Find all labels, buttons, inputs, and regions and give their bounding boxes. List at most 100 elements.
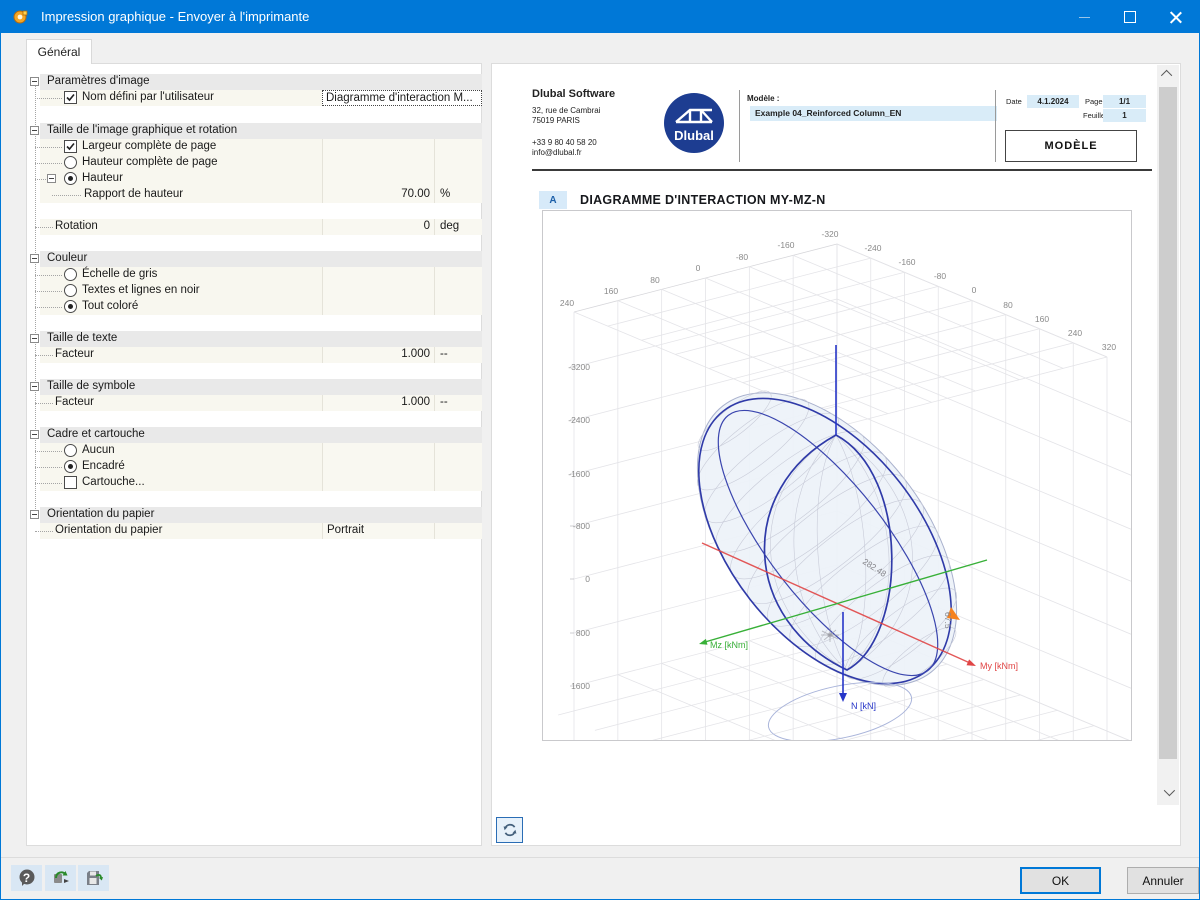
section-title: Paramètres d'image <box>47 75 150 87</box>
row-frame-none: Aucun <box>27 443 482 459</box>
section-title: Couleur <box>47 252 88 264</box>
row-user-defined-name: Nom défini par l'utilisateur Diagramme d… <box>27 90 482 106</box>
row-label: Largeur complète de page <box>82 140 217 152</box>
text-factor-value[interactable]: 1.000 <box>322 347 434 363</box>
logo-text: Dlubal <box>674 128 714 143</box>
app-icon <box>13 10 28 24</box>
row-label: Encadré <box>82 460 125 472</box>
row-label: Facteur <box>55 348 94 360</box>
model-label: Modèle : <box>747 94 780 103</box>
collapse-icon[interactable] <box>30 510 39 519</box>
row-black-lines: Textes et lignes en noir <box>27 283 482 299</box>
black-lines-radio[interactable] <box>64 284 77 297</box>
section-color[interactable]: Couleur <box>27 251 482 267</box>
check-icon <box>66 142 75 151</box>
scroll-up-button[interactable] <box>1157 65 1179 83</box>
titlebar[interactable]: Impression graphique - Envoyer à l'impri… <box>1 1 1199 33</box>
tab-general[interactable]: Général <box>26 39 92 64</box>
save-defaults-button[interactable] <box>78 865 109 891</box>
sheet-value: 1 <box>1103 109 1146 122</box>
header-divider2 <box>995 90 996 162</box>
section-image-params[interactable]: Paramètres d'image <box>27 74 482 90</box>
close-button[interactable] <box>1153 1 1199 33</box>
row-label: Tout coloré <box>82 300 139 312</box>
svg-text:-800: -800 <box>573 521 590 531</box>
svg-text:80: 80 <box>1003 300 1013 310</box>
section-text-size[interactable]: Taille de texte <box>27 331 482 347</box>
collapse-icon[interactable] <box>30 430 39 439</box>
height-radio[interactable] <box>64 172 77 185</box>
svg-text:67.5: 67.5 <box>943 612 953 629</box>
minimize-button[interactable] <box>1061 1 1107 33</box>
cancel-button[interactable]: Annuler <box>1127 867 1199 894</box>
rotation-unit: deg <box>434 219 482 235</box>
row-full-width: Largeur complète de page <box>27 139 482 155</box>
svg-text:1600: 1600 <box>571 681 590 691</box>
section-size-rotation[interactable]: Taille de l'image graphique et rotation <box>27 123 482 139</box>
svg-text:0: 0 <box>696 263 701 273</box>
symbol-factor-unit: -- <box>434 395 482 411</box>
svg-text:240: 240 <box>560 298 574 308</box>
svg-text:-80: -80 <box>736 252 749 262</box>
preview-scrollbar[interactable] <box>1157 65 1179 805</box>
titleblock-checkbox[interactable] <box>64 476 77 489</box>
collapse-icon[interactable] <box>30 77 39 86</box>
row-text-factor: Facteur 1.000 -- <box>27 347 482 363</box>
user-name-checkbox[interactable] <box>64 91 77 104</box>
section-symbol-size[interactable]: Taille de symbole <box>27 379 482 395</box>
row-all-colored: Tout coloré <box>27 299 482 315</box>
section-title: Taille de l'image graphique et rotation <box>47 124 238 136</box>
row-label: Textes et lignes en noir <box>82 284 200 296</box>
section-paper-orientation[interactable]: Orientation du papier <box>27 507 482 523</box>
rotation-value[interactable]: 0 <box>322 219 434 235</box>
framed-radio[interactable] <box>64 460 77 473</box>
scrollbar-thumb[interactable] <box>1159 87 1177 759</box>
row-label: Échelle de gris <box>82 268 158 280</box>
svg-text:-160: -160 <box>898 257 915 267</box>
maximize-button[interactable] <box>1107 1 1153 33</box>
svg-text:0: 0 <box>585 574 590 584</box>
svg-text:160: 160 <box>604 286 618 296</box>
symbol-factor-value[interactable]: 1.000 <box>322 395 434 411</box>
apply-settings-button[interactable] <box>45 865 76 891</box>
svg-text:-240: -240 <box>864 243 881 253</box>
date-value: 4.1.2024 <box>1027 95 1079 108</box>
height-ratio-value[interactable]: 70.00 <box>322 187 434 203</box>
header-rule <box>532 169 1152 171</box>
scroll-down-button[interactable] <box>1157 783 1179 801</box>
company-name: Dlubal Software <box>532 88 616 100</box>
svg-text:320: 320 <box>1102 342 1116 352</box>
header-divider <box>739 90 740 162</box>
diagram-title: DIAGRAMME D'INTERACTION MY-MZ-N <box>580 193 826 207</box>
collapse-icon[interactable] <box>30 334 39 343</box>
date-label: Date <box>1006 97 1022 106</box>
image-name-field[interactable]: Diagramme d'interaction M... <box>322 90 482 106</box>
chevron-down-icon <box>1163 784 1176 797</box>
dlubal-logo: Dlubal <box>664 93 724 153</box>
apply-settings-icon <box>53 871 69 883</box>
collapse-icon[interactable] <box>30 382 39 391</box>
collapse-icon[interactable] <box>47 174 56 183</box>
help-bubble-icon <box>19 869 34 886</box>
help-button[interactable]: ? <box>11 865 42 891</box>
row-titleblock: Cartouche... <box>27 475 482 491</box>
ok-button[interactable]: OK <box>1020 867 1101 894</box>
refresh-preview-button[interactable] <box>496 817 523 843</box>
row-height-ratio: Rapport de hauteur 70.00 % <box>27 187 482 203</box>
paper-orientation-value[interactable]: Portrait <box>322 523 434 539</box>
collapse-icon[interactable] <box>30 126 39 135</box>
svg-text:-80: -80 <box>934 271 947 281</box>
svg-text:-160: -160 <box>777 240 794 250</box>
grayscale-radio[interactable] <box>64 268 77 281</box>
all-colored-radio[interactable] <box>64 300 77 313</box>
svg-text:Mz [kNm]: Mz [kNm] <box>710 640 748 650</box>
frame-none-radio[interactable] <box>64 444 77 457</box>
full-width-checkbox[interactable] <box>64 140 77 153</box>
section-frame[interactable]: Cadre et cartouche <box>27 427 482 443</box>
maximize-icon <box>1124 11 1136 23</box>
model-block-title: MODÈLE <box>1005 130 1137 162</box>
collapse-icon[interactable] <box>30 254 39 263</box>
full-height-radio[interactable] <box>64 156 77 169</box>
close-icon <box>1170 11 1182 23</box>
